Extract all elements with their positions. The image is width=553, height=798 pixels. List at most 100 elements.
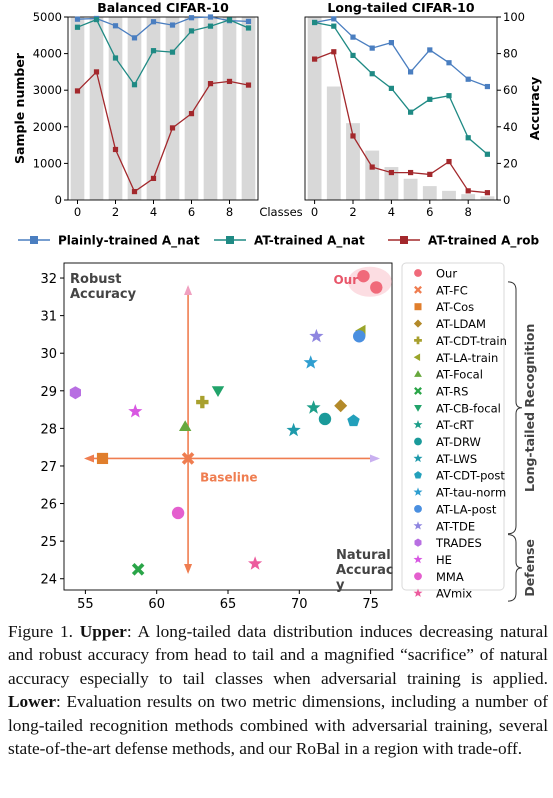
point-our xyxy=(357,269,370,283)
series-point-at_rob xyxy=(112,146,119,153)
series-point-at_nat xyxy=(169,49,176,55)
series-point-at_nat xyxy=(312,19,318,26)
series-point-at_rob xyxy=(207,81,214,87)
chart-title: Balanced CIFAR-10 xyxy=(97,0,229,15)
series-point-at_nat xyxy=(245,25,252,31)
series-point-at_nat xyxy=(112,55,119,61)
legend-label: AT-LA-train xyxy=(436,351,498,365)
x-tick-label: 55 xyxy=(77,597,94,612)
series-point-plain xyxy=(331,16,337,22)
series-point-plain xyxy=(484,83,490,90)
legend-marker xyxy=(413,453,423,463)
series-point-at_rob xyxy=(388,169,394,176)
series-point-at_nat xyxy=(350,52,356,59)
series-point-at_rob xyxy=(150,175,157,182)
y-tick-label: 28 xyxy=(40,422,57,437)
series-line-at_nat xyxy=(314,21,488,155)
y-tick-label: 5000 xyxy=(33,10,62,24)
y-tick-label: 24 xyxy=(40,573,57,588)
bar xyxy=(480,196,495,200)
bar xyxy=(365,150,380,200)
legend-marker xyxy=(413,319,423,328)
legend-marker xyxy=(414,336,422,345)
bar xyxy=(307,17,322,200)
arrow-head-right xyxy=(370,454,380,463)
y-tick-label: 26 xyxy=(40,498,57,513)
legend-label: AT-CDT-post xyxy=(436,469,505,483)
legend-marker xyxy=(400,236,408,244)
series-point-at_nat xyxy=(188,28,195,34)
x-tick-label: 2 xyxy=(112,205,119,219)
legend-marker xyxy=(413,420,423,429)
bar xyxy=(461,194,476,200)
bar xyxy=(442,190,456,200)
y-axis-label: Accuracy xyxy=(527,77,542,141)
point-mma xyxy=(171,506,185,520)
x-tick-label: 4 xyxy=(388,205,395,219)
bar xyxy=(127,17,142,200)
series-point-at_rob xyxy=(484,190,490,196)
point-at-cdt-train xyxy=(196,395,209,409)
point-at-crt xyxy=(306,400,321,414)
x-tick-label: 65 xyxy=(220,597,237,612)
series-point-at_rob xyxy=(331,49,337,55)
y-tick-label: 4000 xyxy=(33,47,62,61)
legend-marker xyxy=(414,572,422,581)
caption-fig-label: Figure 1. xyxy=(8,622,73,641)
x-tick-label: 6 xyxy=(188,205,195,219)
legend-label: AT-Cos xyxy=(436,300,474,314)
x-tick-label: 0 xyxy=(74,205,81,219)
point-our xyxy=(370,281,383,294)
series-point-at_nat xyxy=(226,17,233,23)
series-line-plain xyxy=(314,18,488,88)
bar xyxy=(89,17,104,200)
series-point-plain xyxy=(188,15,195,21)
plot-frame xyxy=(67,16,259,201)
point-at-cdt-post xyxy=(347,414,360,427)
legend-marker xyxy=(414,405,422,412)
legend-marker xyxy=(30,236,38,244)
balanced-cifar10-chart: 0 1000 2000 3000 4000 5000 0 2 4 6 8 Balanced CIFAR… xyxy=(12,0,303,219)
longtailed-cifar10-chart: 0 20 40 60 80 100 0 2 4 6 8 Long-tailed CIFAR-10 Acc… xyxy=(304,0,542,219)
legend-label: AT-trained A_rob xyxy=(428,234,540,249)
caption-lower-label: Lower xyxy=(8,692,56,712)
series-point-at_nat xyxy=(150,48,157,54)
top-legend: Plainly-trained A_nat AT-trained A_nat AT-… xyxy=(18,234,540,249)
point-at-rs xyxy=(131,563,145,576)
legend-label: HE xyxy=(436,553,452,567)
y-tick-label: 30 xyxy=(40,347,57,362)
series-point-plain xyxy=(131,35,138,41)
series-point-plain xyxy=(350,34,356,40)
legend-label: AT-TDE xyxy=(436,519,475,533)
legend-marker xyxy=(413,554,423,564)
scatter-legend: Our AT-FC AT-Cos AT-LDAM AT-CDT-train AT-LA-t… xyxy=(401,262,537,602)
series-point-at_rob xyxy=(226,78,233,85)
y-tick-label: 1000 xyxy=(33,156,62,170)
legend-label: AT-RS xyxy=(436,384,468,398)
x-tick-label: 8 xyxy=(226,205,233,219)
point-he xyxy=(128,404,143,418)
series-point-at_nat xyxy=(408,109,414,115)
series-point-at_nat xyxy=(446,93,452,99)
y-tick-label: 27 xyxy=(40,460,57,475)
arrow-head-left xyxy=(84,454,94,463)
legend-marker xyxy=(413,353,421,361)
y-tick-label: 32 xyxy=(40,272,57,287)
legend-marker xyxy=(414,505,422,513)
series-point-at_rob xyxy=(408,169,414,176)
legend-label: Plainly-trained A_nat xyxy=(58,234,200,249)
bar xyxy=(203,17,218,200)
legend-marker xyxy=(414,538,422,547)
y-axis-label: Accuracy xyxy=(70,287,137,302)
series-point-at_rob xyxy=(169,125,176,131)
series-point-at_nat xyxy=(331,23,337,29)
defense-group-label: Defense xyxy=(522,539,537,597)
y-tick-label: 0 xyxy=(55,193,62,207)
plot-frame xyxy=(63,262,393,591)
series-point-at_rob xyxy=(369,164,375,170)
y-axis-label: Sample number xyxy=(12,52,27,164)
arrow-head-up xyxy=(184,285,193,295)
y-tick-label: 0 xyxy=(503,193,510,207)
bar xyxy=(165,17,180,200)
